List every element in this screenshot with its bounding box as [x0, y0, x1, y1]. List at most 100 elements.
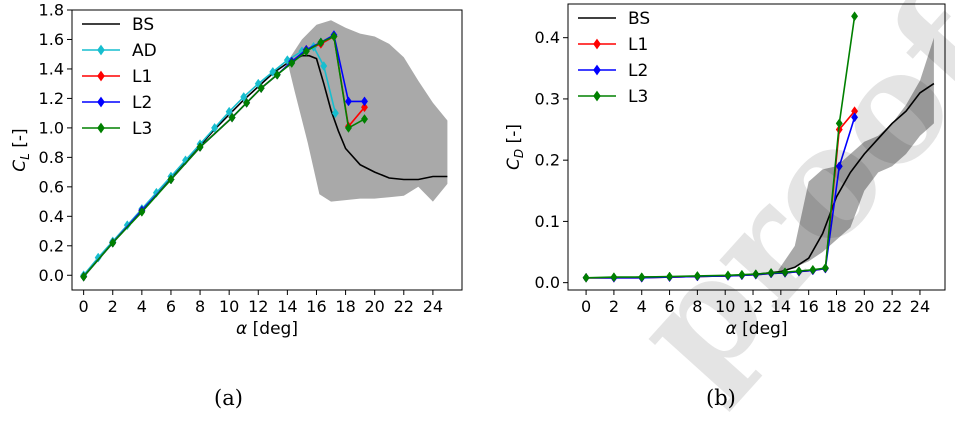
- y-tick-label: 0.8: [39, 148, 64, 167]
- legend-label-L1: L1: [628, 35, 648, 55]
- x-tick-label: 2: [108, 297, 118, 316]
- chart-b: 0 2 4 6 8 10 12 14 16 18 20 22 240.00.10.20.30.4α [d…: [504, 3, 946, 339]
- series-point-L3: [288, 58, 296, 68]
- legend-label-L3: L3: [628, 87, 648, 107]
- series-point-L3: [80, 271, 88, 282]
- y-tick-label: 0.2: [535, 151, 560, 170]
- series-point-L3: [138, 206, 146, 217]
- legend-marker-L1: [593, 38, 601, 50]
- x-tick-label: 10: [715, 297, 735, 316]
- plot-frame: [71, 9, 463, 291]
- series-point-L3: [724, 270, 732, 281]
- x-tick-label: 20: [365, 297, 385, 316]
- series-point-L3: [835, 118, 843, 129]
- x-tick-label: 2: [609, 297, 619, 316]
- x-tick-label: 4: [637, 297, 647, 316]
- y-tick-label: 0.4: [39, 207, 64, 226]
- x-tick-label: 4: [137, 297, 147, 316]
- series-point-L3: [302, 46, 310, 57]
- series-point-L3: [693, 270, 701, 281]
- series-point-L2: [344, 96, 352, 107]
- series-point-L3: [257, 83, 265, 94]
- caption-a: (a): [214, 386, 243, 410]
- legend-label-L1: L1: [132, 67, 152, 87]
- x-tick-label: 20: [854, 297, 874, 316]
- series-point-L3: [330, 31, 338, 42]
- series-point-L3: [109, 237, 117, 248]
- legend-label-BS: BS: [628, 9, 650, 29]
- x-axis-label: α [deg]: [236, 319, 298, 339]
- series-point-L2: [835, 161, 843, 172]
- legend-label-BS: BS: [132, 15, 154, 35]
- legend-label-AD: AD: [132, 41, 157, 61]
- y-tick-label: 0.0: [39, 266, 64, 285]
- x-tick-label: 14: [771, 297, 791, 316]
- series-point-L3: [582, 272, 590, 283]
- legend-marker-L3: [593, 90, 601, 102]
- series-point-L3: [821, 263, 829, 273]
- series-point-L3: [752, 269, 760, 280]
- x-tick-label: 16: [306, 297, 326, 316]
- caption-b: (b): [706, 386, 736, 410]
- series-point-L3: [196, 142, 204, 152]
- series-point-L3: [809, 264, 817, 275]
- y-axis-label: CD [-]: [504, 124, 526, 170]
- y-tick-label: 0.6: [39, 177, 64, 196]
- chart-a: 0 2 4 6 8 10 12 14 16 18 20 22 240.00.20.40.60.81.01…: [10, 1, 463, 339]
- series-point-L3: [638, 272, 646, 283]
- series-point-L3: [317, 37, 325, 48]
- series-point-AD: [152, 187, 160, 198]
- legend-marker-L1: [97, 70, 105, 82]
- y-tick-label: 0.2: [39, 236, 64, 255]
- y-tick-label: 1.6: [39, 30, 64, 49]
- y-tick-label: 0.4: [535, 28, 560, 47]
- series-point-L3: [851, 11, 859, 22]
- series-point-L3: [610, 272, 618, 283]
- x-tick-label: 22: [394, 297, 414, 316]
- x-tick-label: 18: [826, 297, 846, 316]
- plot-frame: [567, 3, 946, 291]
- x-tick-label: 22: [882, 297, 902, 316]
- y-axis-label: CL [-]: [10, 128, 32, 171]
- series-point-L1: [360, 102, 369, 113]
- legend-label-L3: L3: [132, 119, 152, 139]
- series-point-AD: [331, 108, 339, 119]
- series-point-L3: [273, 69, 281, 80]
- x-tick-label: 10: [219, 297, 239, 316]
- uncertainty-band: [287, 20, 448, 202]
- series-point-L3: [344, 122, 352, 133]
- y-tick-label: 1.2: [39, 89, 64, 108]
- series-point-L3: [243, 97, 251, 108]
- series-line-BS: [586, 82, 935, 279]
- series-point-L3: [360, 114, 369, 124]
- series-point-L3: [781, 267, 789, 278]
- x-tick-label: 12: [248, 297, 268, 316]
- series-point-L3: [795, 266, 803, 276]
- x-axis-label: α [deg]: [726, 319, 788, 339]
- series-point-L3: [228, 112, 236, 123]
- series-point-AD: [211, 122, 219, 133]
- x-tick-label: 6: [166, 297, 176, 316]
- legend-label-L2: L2: [628, 61, 648, 81]
- legend-marker-L2: [593, 64, 601, 76]
- legend-marker-L2: [97, 96, 105, 108]
- series-point-L3: [666, 271, 674, 282]
- x-tick-label: 18: [335, 297, 355, 316]
- x-tick-label: 0: [581, 297, 591, 316]
- x-tick-label: 8: [195, 297, 205, 316]
- series-point-L3: [738, 269, 746, 280]
- x-tick-label: 24: [423, 297, 443, 316]
- series-point-L2: [851, 112, 859, 123]
- x-tick-label: 12: [743, 297, 763, 316]
- y-tick-label: 1.8: [39, 1, 64, 20]
- series-point-AD: [240, 92, 248, 102]
- series-point-L2: [360, 96, 369, 107]
- x-tick-label: 8: [692, 297, 702, 316]
- series-point-L3: [767, 267, 775, 278]
- legend-marker-AD: [97, 44, 105, 56]
- legend-label-L2: L2: [132, 93, 152, 113]
- y-tick-label: 0.1: [535, 212, 560, 231]
- x-tick-label: 16: [798, 297, 818, 316]
- series-point-AD: [225, 106, 233, 117]
